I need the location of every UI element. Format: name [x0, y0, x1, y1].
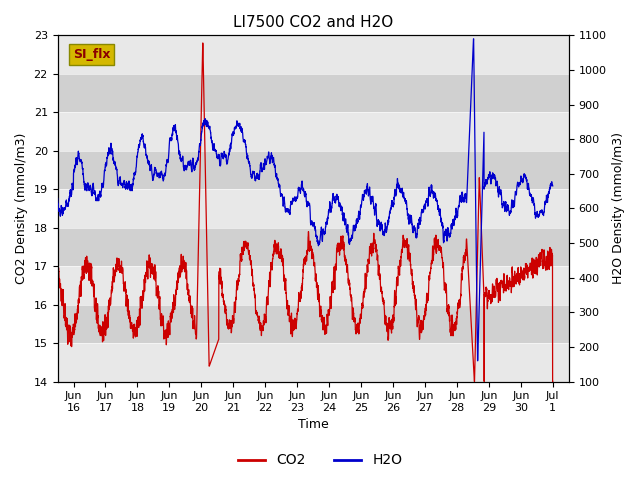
Bar [58, 228, 569, 266]
Bar [58, 189, 569, 228]
Bar [58, 266, 569, 305]
Bar [58, 74, 569, 112]
Bar [58, 36, 569, 74]
Bar [58, 305, 569, 343]
Bar [58, 112, 569, 151]
Y-axis label: CO2 Density (mmol/m3): CO2 Density (mmol/m3) [15, 133, 28, 284]
Bar [58, 151, 569, 189]
Bar [58, 343, 569, 382]
Text: SI_flx: SI_flx [73, 48, 110, 61]
X-axis label: Time: Time [298, 419, 328, 432]
Y-axis label: H2O Density (mmol/m3): H2O Density (mmol/m3) [612, 132, 625, 285]
Legend: CO2, H2O: CO2, H2O [232, 448, 408, 473]
Title: LI7500 CO2 and H2O: LI7500 CO2 and H2O [233, 15, 393, 30]
